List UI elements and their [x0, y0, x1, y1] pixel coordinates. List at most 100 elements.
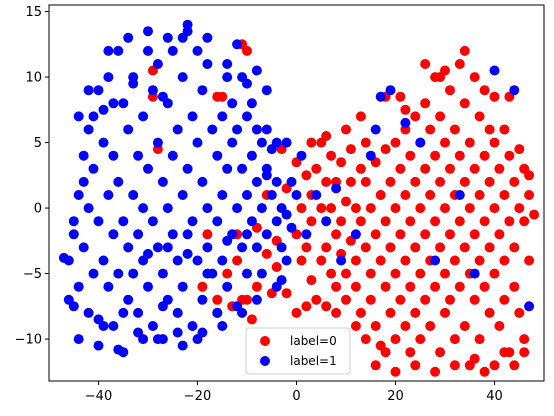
data-point — [331, 229, 342, 240]
data-point — [311, 190, 322, 200]
data-point — [207, 124, 218, 135]
data-point — [380, 144, 391, 155]
data-point — [395, 91, 406, 102]
data-point — [435, 242, 446, 253]
data-point — [519, 347, 530, 358]
data-point — [484, 176, 495, 187]
data-point — [73, 111, 84, 122]
data-point — [425, 124, 436, 135]
data-point — [157, 301, 168, 312]
data-point — [103, 72, 114, 83]
y-tick-label: −5 — [23, 267, 42, 282]
data-point — [261, 85, 272, 96]
data-point — [395, 163, 406, 174]
data-point — [514, 203, 525, 214]
data-point — [400, 321, 411, 331]
data-point — [370, 229, 381, 240]
data-point — [261, 124, 272, 135]
legend-label-label1: label=1 — [290, 354, 337, 368]
data-point — [474, 190, 485, 200]
data-point — [355, 163, 366, 174]
data-point — [182, 248, 193, 259]
data-point — [93, 340, 104, 351]
legend: label=0 label=1 — [245, 327, 351, 375]
data-point — [103, 45, 114, 56]
x-tick-label: 40 — [486, 389, 503, 404]
data-point — [504, 216, 515, 227]
data-point — [385, 176, 396, 187]
data-point — [217, 255, 228, 266]
data-point — [58, 252, 69, 263]
data-point — [415, 137, 426, 148]
data-point — [509, 281, 520, 292]
data-point — [222, 163, 233, 174]
data-point — [98, 104, 109, 115]
data-point — [321, 242, 332, 253]
data-point — [459, 176, 470, 187]
data-point — [108, 98, 119, 109]
data-point — [524, 170, 535, 181]
data-point — [271, 262, 282, 272]
data-point — [410, 111, 421, 122]
data-point — [118, 216, 129, 227]
data-point — [147, 216, 158, 227]
data-point — [410, 307, 421, 318]
data-point — [484, 242, 495, 253]
data-point — [192, 255, 203, 266]
data-point — [167, 45, 178, 56]
data-point — [217, 321, 228, 331]
data-point — [261, 229, 272, 240]
data-point — [162, 32, 173, 43]
data-point — [152, 59, 163, 69]
data-point — [390, 366, 401, 377]
data-point — [430, 216, 441, 227]
data-point — [261, 170, 272, 181]
data-point — [237, 307, 248, 318]
data-point — [321, 216, 332, 227]
data-point — [306, 275, 317, 286]
data-point — [251, 124, 262, 135]
data-point — [187, 216, 198, 227]
data-point — [435, 176, 446, 187]
data-point — [499, 255, 510, 266]
data-point — [88, 163, 99, 174]
data-point — [301, 170, 312, 181]
data-point — [445, 85, 455, 96]
data-point — [222, 268, 233, 279]
data-point — [202, 229, 213, 240]
data-point — [350, 321, 361, 331]
data-point — [445, 163, 455, 174]
data-point — [430, 281, 441, 292]
data-point — [202, 268, 213, 279]
y-tick-label: 15 — [25, 5, 42, 20]
data-point — [118, 98, 129, 109]
data-point — [73, 190, 84, 200]
data-point — [499, 294, 510, 305]
data-point — [410, 360, 421, 371]
data-point — [509, 85, 520, 96]
data-point — [177, 32, 188, 43]
data-point — [524, 255, 535, 266]
data-point — [113, 176, 124, 187]
data-point — [410, 242, 421, 253]
data-point — [445, 229, 455, 240]
data-point — [430, 366, 441, 377]
data-point — [261, 248, 272, 259]
data-point — [296, 203, 307, 214]
series-label-1 — [58, 19, 535, 358]
data-point — [365, 203, 376, 214]
data-point — [212, 307, 223, 318]
data-point — [494, 229, 505, 240]
data-point — [449, 124, 460, 135]
data-point — [311, 294, 322, 305]
data-point — [157, 268, 168, 279]
data-point — [147, 321, 158, 331]
y-tick-label: −10 — [15, 333, 42, 348]
data-point — [355, 307, 366, 318]
data-point — [143, 281, 153, 292]
data-point — [88, 268, 99, 279]
data-point — [375, 255, 386, 266]
data-point — [321, 131, 332, 141]
data-point — [326, 203, 337, 214]
